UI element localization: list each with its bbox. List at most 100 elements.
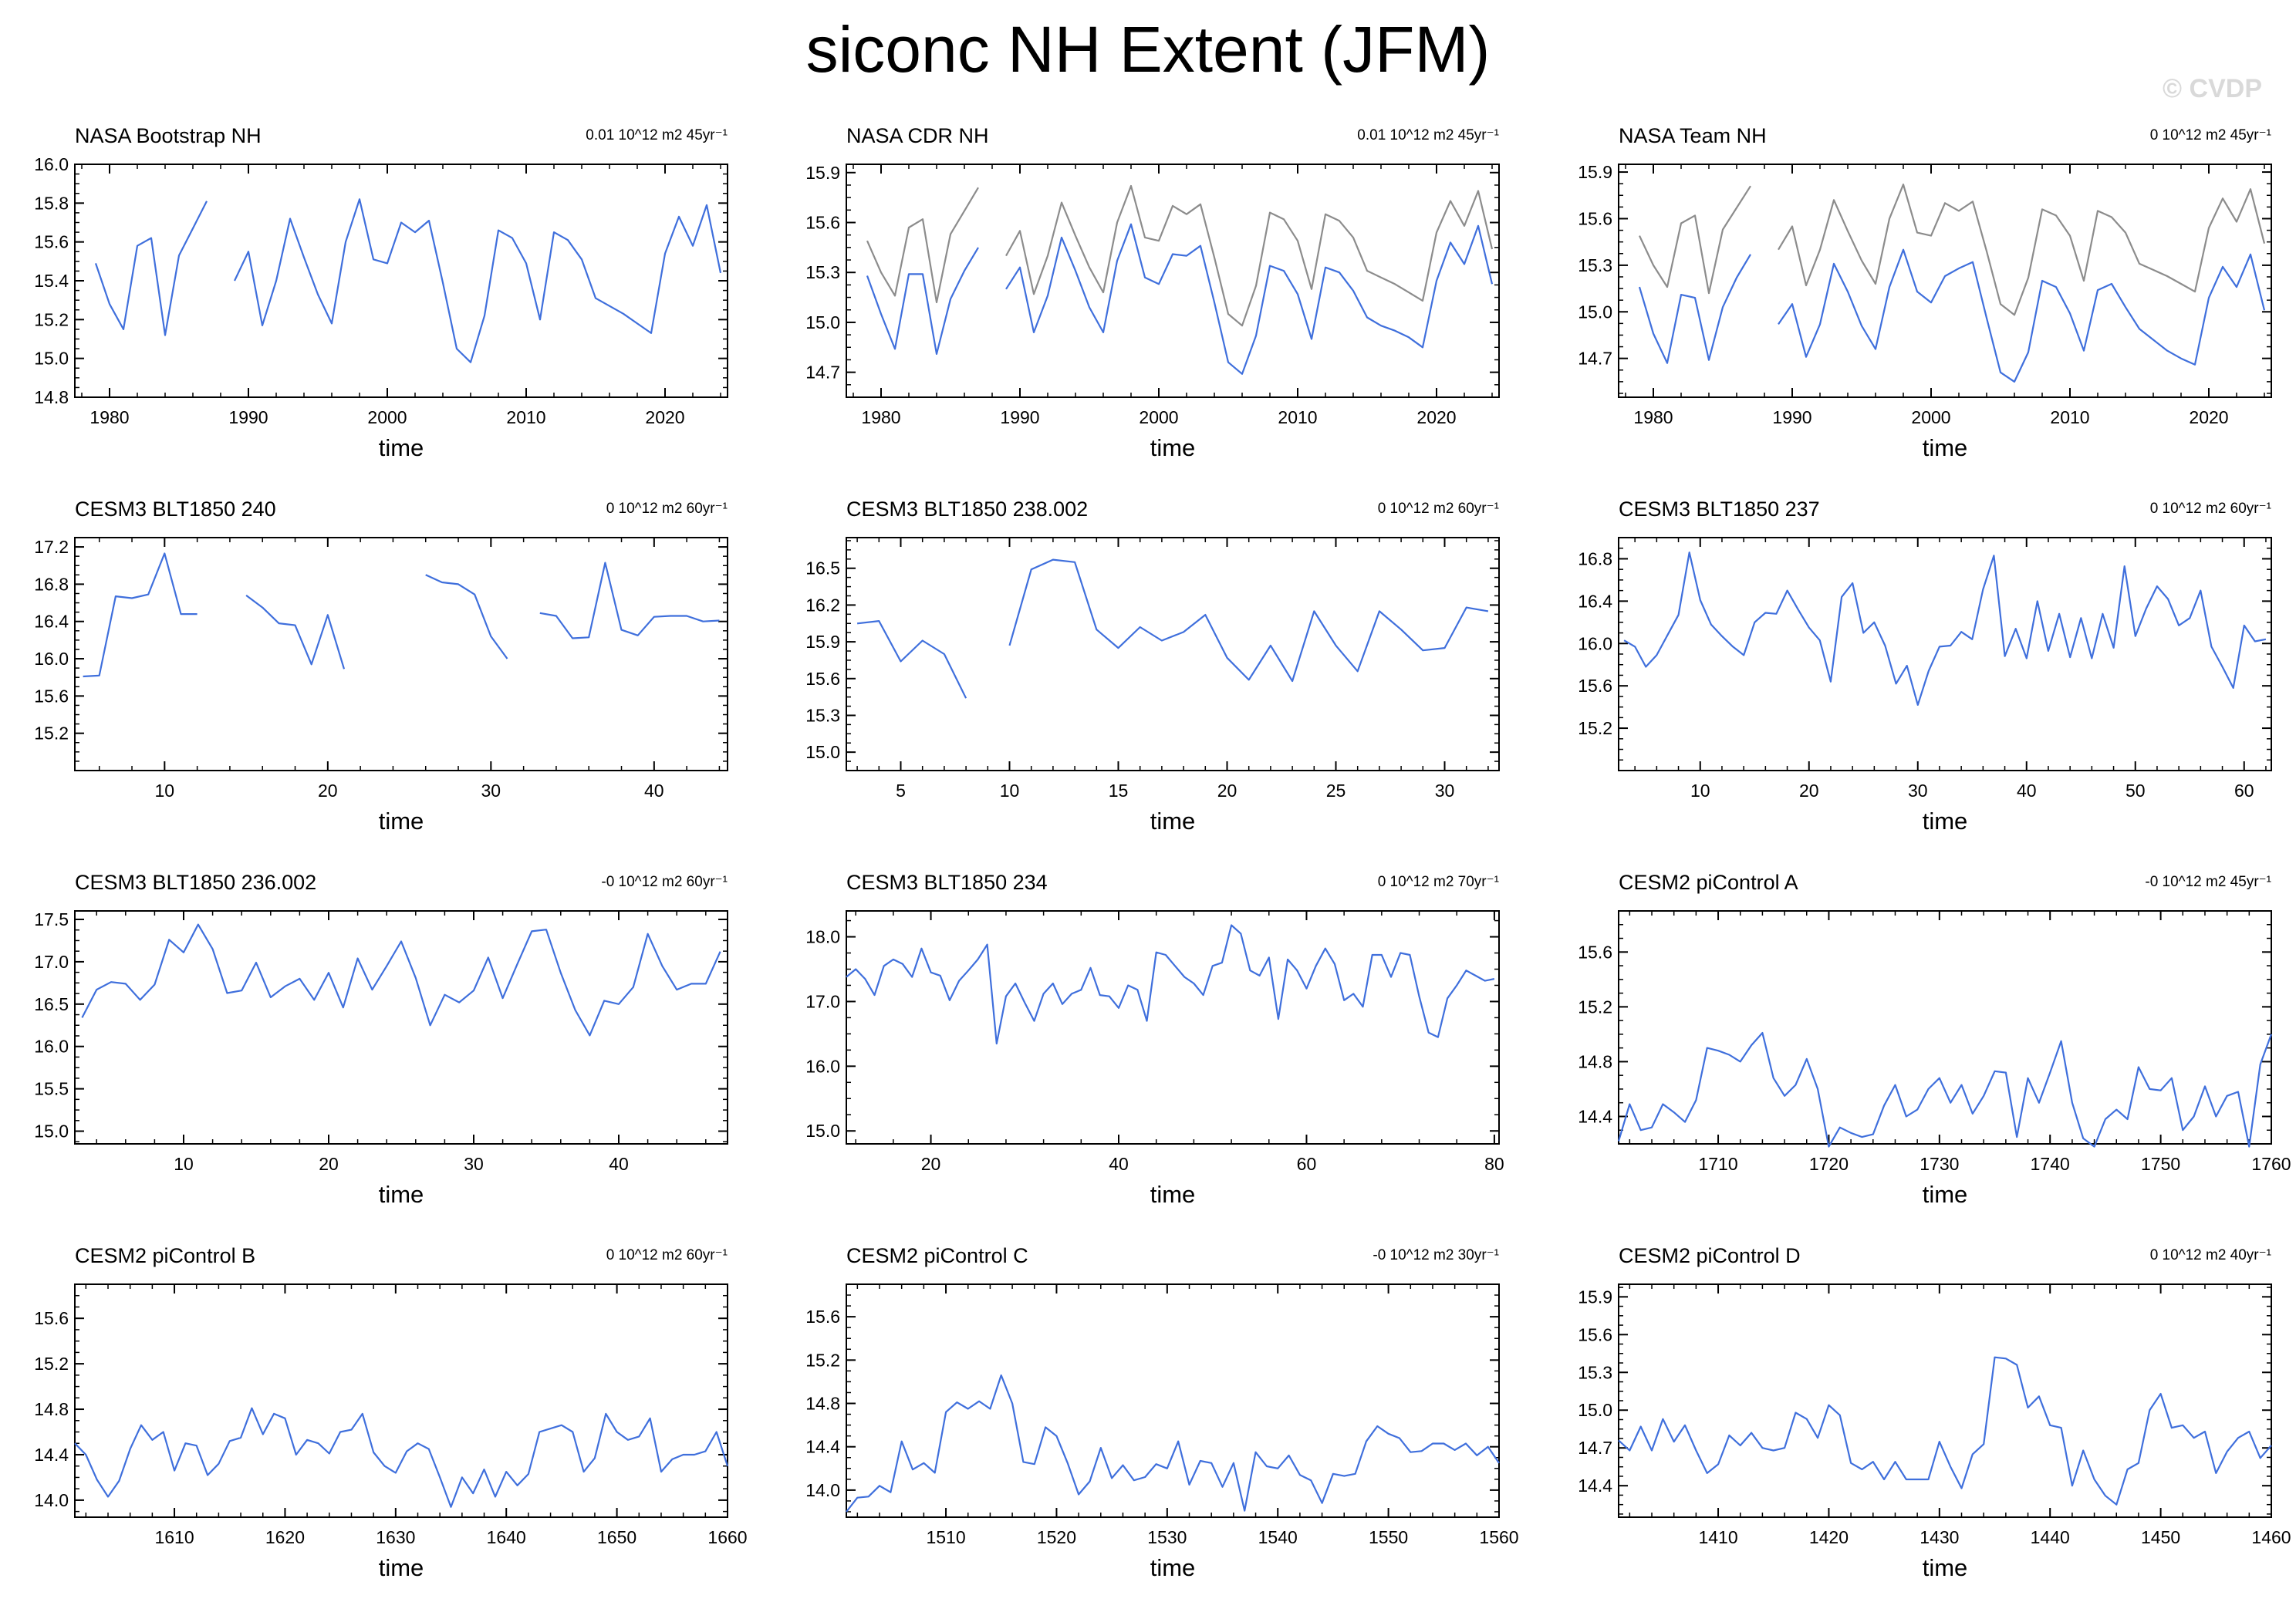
series-line-2 bbox=[1638, 248, 2266, 383]
trend-label: -0 10^12 m2 45yr⁻¹ bbox=[2145, 874, 2271, 890]
x-tick-label: 30 bbox=[1435, 781, 1455, 801]
x-tick-label: 1420 bbox=[1809, 1527, 1849, 1547]
chart-panel-1: NASA Bootstrap NH 0.01 10^12 m2 45yr⁻¹ 14.… bbox=[34, 124, 728, 461]
x-tick-label: 25 bbox=[1326, 781, 1346, 801]
series-line-1 bbox=[83, 552, 720, 678]
y-tick-label: 14.0 bbox=[34, 1490, 69, 1510]
chart-title: CESM3 BLT1850 240 bbox=[75, 498, 276, 521]
chart-panel-9: CESM2 piControl A -0 10^12 m2 45yr⁻¹ 14.4 1… bbox=[1578, 871, 2291, 1208]
x-tick-label: 60 bbox=[2234, 781, 2254, 801]
trend-label: 0 10^12 m2 45yr⁻¹ bbox=[2150, 127, 2271, 143]
x-tick-label: 10 bbox=[1690, 781, 1710, 801]
x-tick-label: 2010 bbox=[1278, 407, 1317, 427]
x-tick-label: 1510 bbox=[926, 1527, 965, 1547]
x-tick-label: 1610 bbox=[154, 1527, 194, 1547]
x-tick-label: 60 bbox=[1297, 1154, 1317, 1174]
chart-panel-8: CESM3 BLT1850 234 0 10^12 m2 70yr⁻¹ 15.0 16… bbox=[805, 871, 1504, 1208]
x-tick-label: 1440 bbox=[2031, 1527, 2070, 1547]
x-tick-label: 20 bbox=[1799, 781, 1819, 801]
x-tick-label: 1990 bbox=[228, 407, 268, 427]
series-line-1 bbox=[81, 923, 721, 1037]
x-tick-label: 1650 bbox=[597, 1527, 636, 1547]
chart-panel-11: CESM2 piControl C -0 10^12 m2 30yr⁻¹ 14.0 1… bbox=[805, 1244, 1518, 1581]
x-tick-label: 1760 bbox=[2251, 1154, 2291, 1174]
y-tick-label: 15.2 bbox=[34, 309, 69, 329]
chart-panel-4: CESM3 BLT1850 240 0 10^12 m2 60yr⁻¹ 15.2 15… bbox=[34, 498, 728, 835]
y-tick-label: 17.5 bbox=[34, 909, 69, 929]
trend-label: -0 10^12 m2 60yr⁻¹ bbox=[601, 874, 728, 890]
y-tick-label: 16.0 bbox=[34, 154, 69, 174]
x-tick-label: 20 bbox=[921, 1154, 941, 1174]
x-tick-label: 2020 bbox=[2189, 407, 2228, 427]
y-tick-label: 16.0 bbox=[34, 1037, 69, 1057]
x-tick-label: 1730 bbox=[1920, 1154, 1959, 1174]
series-line-1 bbox=[1623, 551, 2267, 706]
y-tick-label: 14.0 bbox=[805, 1480, 840, 1500]
x-tick-label: 2000 bbox=[1911, 407, 1950, 427]
series-line-1 bbox=[1617, 1032, 2273, 1148]
trend-label: 0 10^12 m2 60yr⁻¹ bbox=[2150, 501, 2271, 517]
x-tick-label: 1460 bbox=[2251, 1527, 2291, 1547]
x-tick-label: 2010 bbox=[2050, 407, 2089, 427]
x-tick-label: 1710 bbox=[1698, 1154, 1737, 1174]
series-line-1 bbox=[846, 1374, 1500, 1513]
chart-title: CESM2 piControl A bbox=[1619, 871, 1798, 894]
y-tick-label: 14.4 bbox=[1578, 1106, 1612, 1126]
y-tick-label: 15.6 bbox=[1578, 1324, 1612, 1344]
chart-title: NASA CDR NH bbox=[846, 124, 989, 147]
x-tick-label: 1990 bbox=[1000, 407, 1039, 427]
x-tick-label: 1750 bbox=[2141, 1154, 2180, 1174]
x-tick-label: 1980 bbox=[89, 407, 129, 427]
chart-title: NASA Team NH bbox=[1619, 124, 1767, 147]
chart-title: CESM2 piControl B bbox=[75, 1244, 255, 1267]
chart-title: CESM2 piControl D bbox=[1619, 1244, 1801, 1267]
y-tick-label: 17.0 bbox=[805, 991, 840, 1011]
x-axis-label: time bbox=[379, 1181, 424, 1208]
y-tick-label: 15.9 bbox=[805, 163, 840, 183]
y-tick-label: 14.7 bbox=[1578, 349, 1612, 369]
x-axis-label: time bbox=[1150, 434, 1196, 461]
x-axis-label: time bbox=[1923, 1554, 1968, 1581]
x-tick-label: 1540 bbox=[1258, 1527, 1298, 1547]
x-tick-label: 1530 bbox=[1147, 1527, 1187, 1547]
y-tick-label: 16.0 bbox=[34, 649, 69, 669]
x-tick-label: 40 bbox=[644, 781, 664, 801]
y-tick-label: 15.8 bbox=[34, 193, 69, 213]
y-tick-label: 15.2 bbox=[1578, 718, 1612, 738]
y-tick-label: 15.6 bbox=[1578, 676, 1612, 696]
series-line-1 bbox=[856, 558, 1489, 699]
x-tick-label: 1980 bbox=[1633, 407, 1673, 427]
y-tick-label: 15.2 bbox=[34, 723, 69, 744]
x-axis-label: time bbox=[379, 1554, 424, 1581]
y-tick-label: 14.4 bbox=[805, 1437, 840, 1457]
x-tick-label: 2010 bbox=[506, 407, 545, 427]
chart-panel-5: CESM3 BLT1850 238.002 0 10^12 m2 60yr⁻¹ 15… bbox=[805, 498, 1500, 835]
y-tick-label: 15.3 bbox=[805, 705, 840, 725]
x-tick-label: 30 bbox=[1908, 781, 1928, 801]
series-line-1 bbox=[846, 924, 1495, 1045]
y-tick-label: 15.0 bbox=[34, 1121, 69, 1142]
y-tick-label: 14.7 bbox=[805, 363, 840, 383]
y-tick-label: 15.2 bbox=[805, 1350, 840, 1370]
x-tick-label: 50 bbox=[2125, 781, 2146, 801]
chart-title: NASA Bootstrap NH bbox=[75, 124, 262, 147]
y-tick-label: 15.6 bbox=[34, 1308, 69, 1328]
x-axis-label: time bbox=[379, 808, 424, 835]
chart-panel-3: NASA Team NH 0 10^12 m2 45yr⁻¹ 14.7 15.0 15.… bbox=[1578, 124, 2272, 461]
x-tick-label: 1410 bbox=[1698, 1527, 1737, 1547]
y-tick-label: 16.2 bbox=[805, 595, 840, 615]
y-tick-label: 16.5 bbox=[34, 994, 69, 1014]
y-tick-label: 15.6 bbox=[1578, 942, 1612, 962]
x-tick-label: 1630 bbox=[376, 1527, 415, 1547]
x-axis-label: time bbox=[379, 434, 424, 461]
y-tick-label: 14.4 bbox=[34, 1445, 69, 1465]
chart-title: CESM3 BLT1850 234 bbox=[846, 871, 1048, 894]
y-tick-label: 15.3 bbox=[1578, 255, 1612, 275]
y-tick-label: 16.8 bbox=[34, 574, 69, 594]
x-axis-label: time bbox=[1923, 1181, 1968, 1208]
y-tick-label: 16.0 bbox=[1578, 633, 1612, 653]
y-tick-label: 15.6 bbox=[34, 232, 69, 252]
x-tick-label: 1640 bbox=[487, 1527, 526, 1547]
chart-panel-2: NASA CDR NH 0.01 10^12 m2 45yr⁻¹ 14.7 15.0 1… bbox=[805, 124, 1500, 461]
